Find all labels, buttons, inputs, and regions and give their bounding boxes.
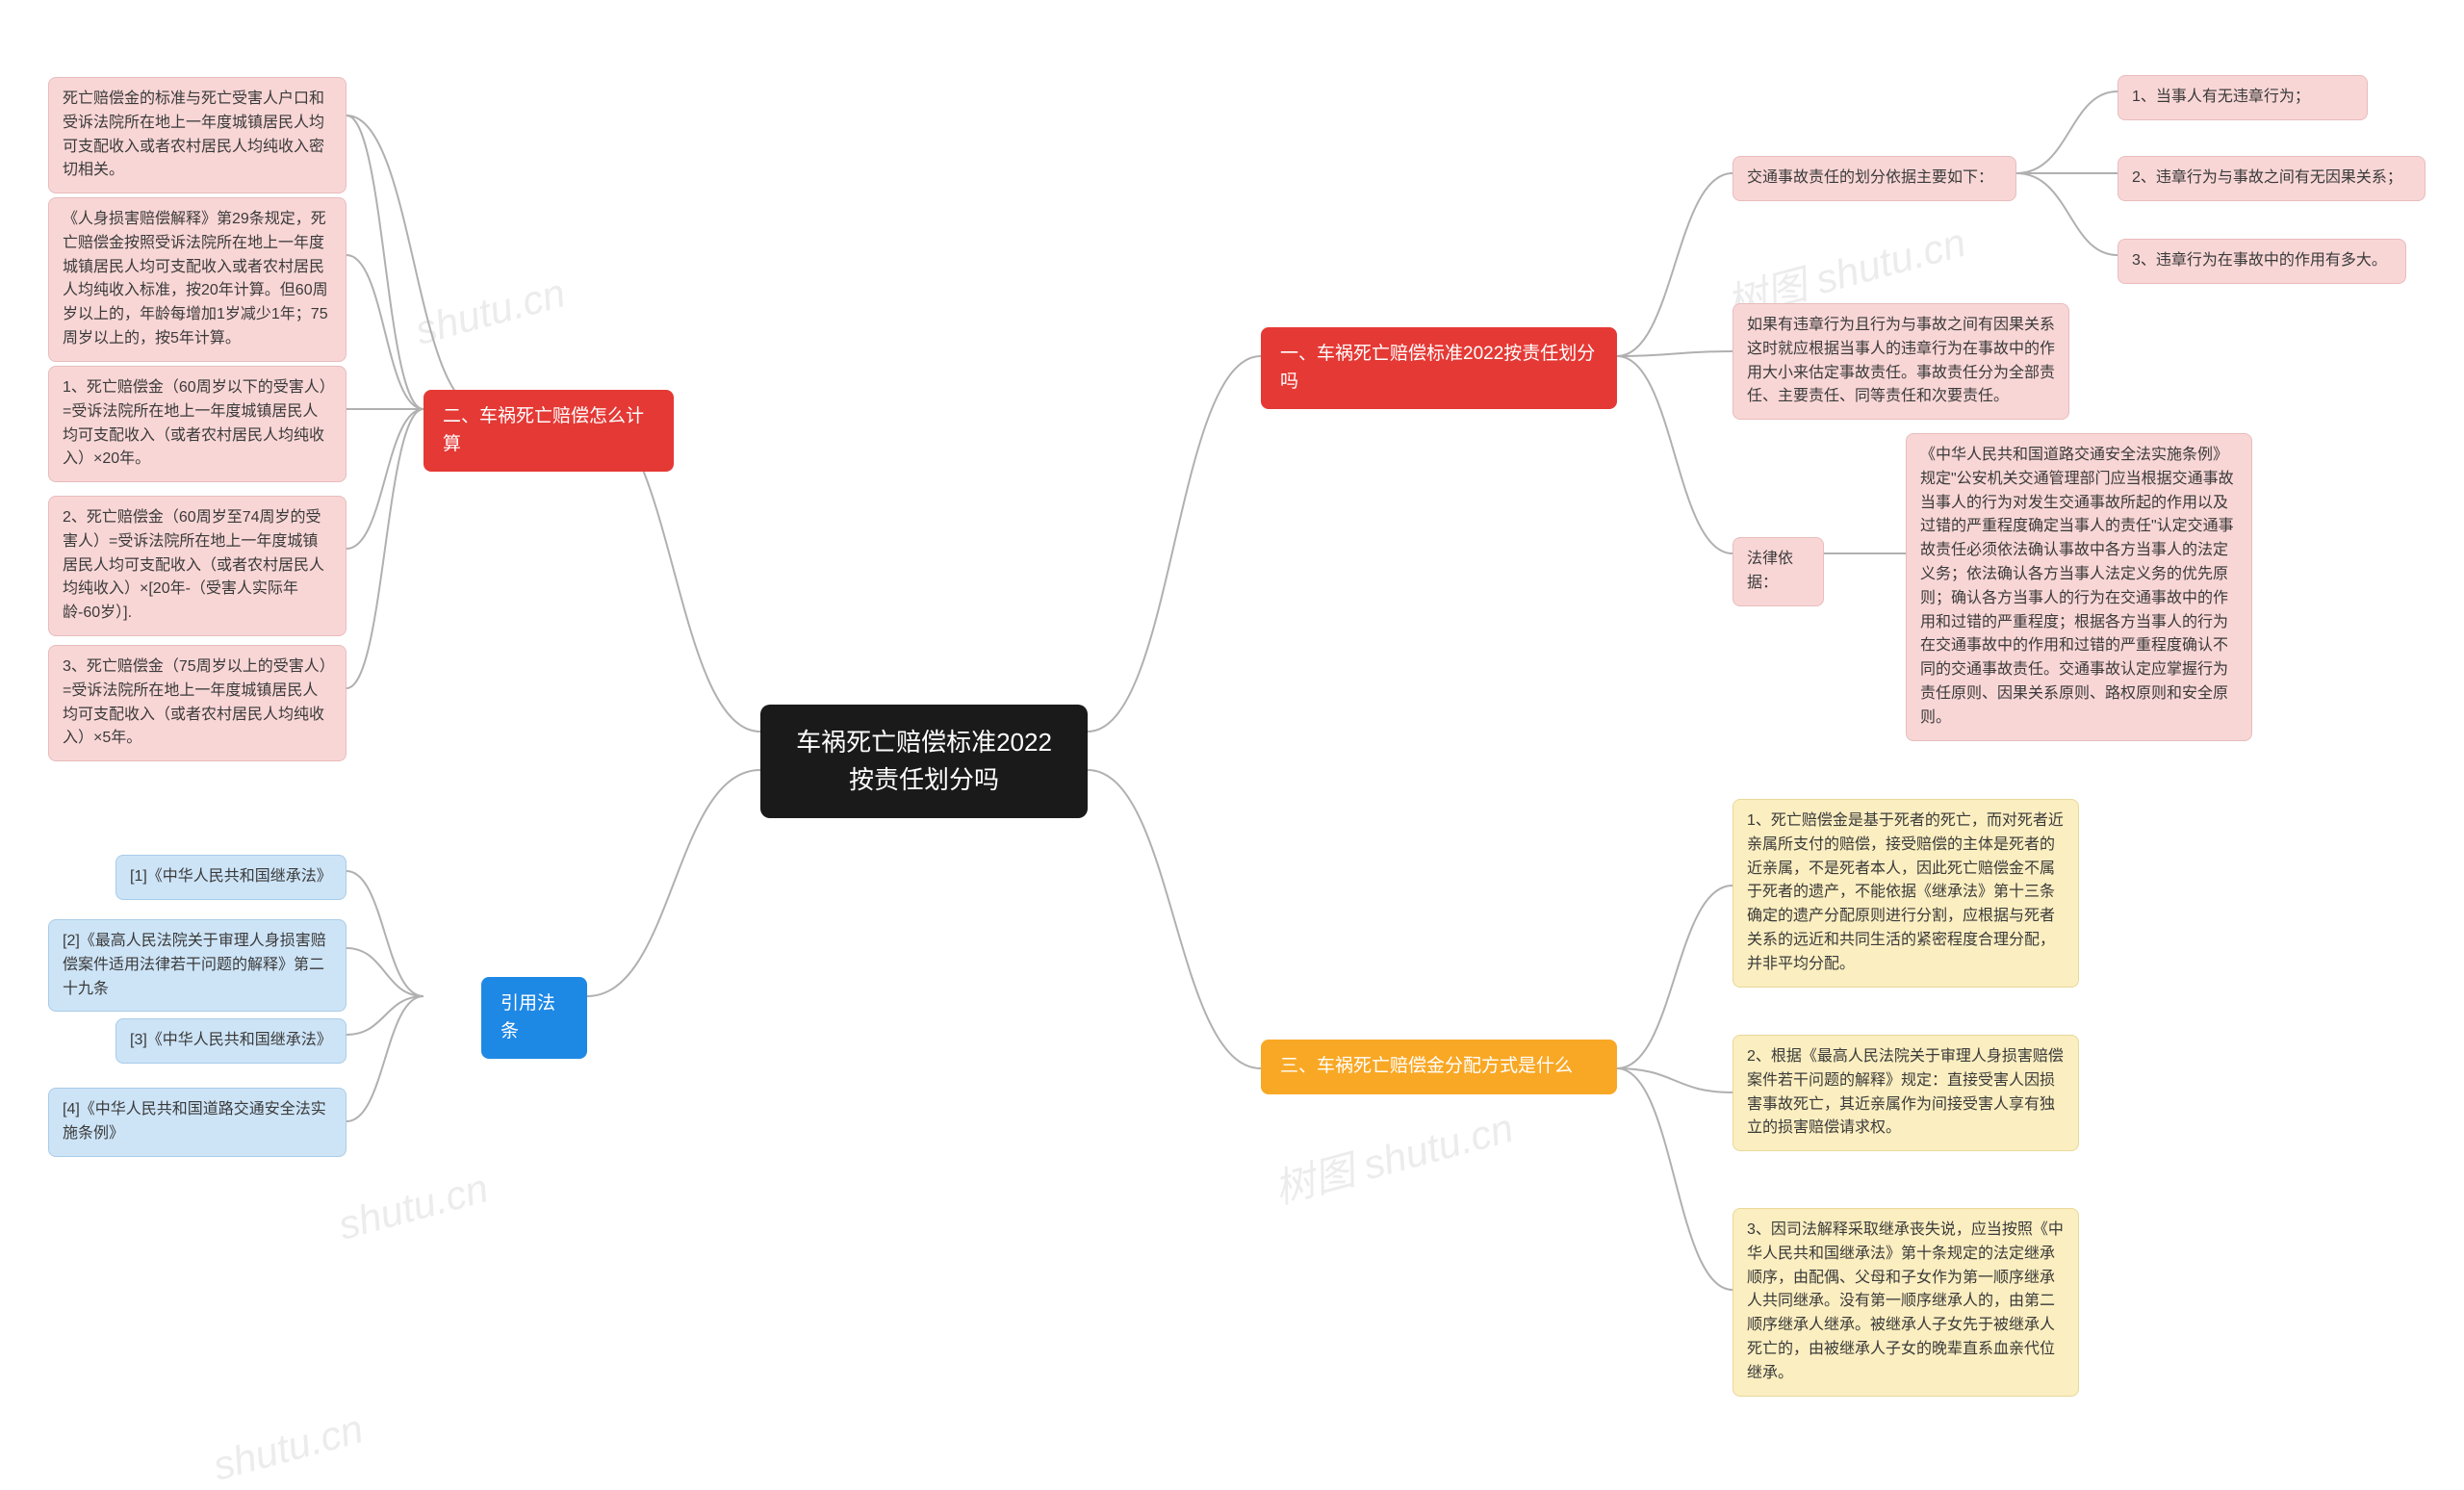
branch-4-child-4: [4]《中华人民共和国道路交通安全法实施条例》 [48,1088,346,1157]
watermark: shutu.cn [333,1165,493,1248]
branch-3: 三、车祸死亡赔偿金分配方式是什么 [1261,1040,1617,1094]
branch-3-child-3: 3、因司法解释采取继承丧失说，应当按照《中华人民共和国继承法》第十条规定的法定继… [1732,1208,2079,1397]
branch-2-child-2: 《人身损害赔偿解释》第29条规定，死亡赔偿金按照受诉法院所在地上一年度城镇居民人… [48,197,346,362]
branch-1-child-3-a: 《中华人民共和国道路交通安全法实施条例》规定"公安机关交通管理部门应当根据交通事… [1906,433,2252,741]
branch-4-child-3: [3]《中华人民共和国继承法》 [116,1018,346,1064]
branch-4-child-1: [1]《中华人民共和国继承法》 [116,855,346,900]
branch-2: 二、车祸死亡赔偿怎么计算 [424,390,674,472]
branch-3-child-2: 2、根据《最高人民法院关于审理人身损害赔偿案件若干问题的解释》规定：直接受害人因… [1732,1035,2079,1151]
center-node: 车祸死亡赔偿标准2022按责任划分吗 [760,705,1088,818]
branch-2-child-1: 死亡赔偿金的标准与死亡受害人户口和受诉法院所在地上一年度城镇居民人均可支配收入或… [48,77,346,193]
branch-1: 一、车祸死亡赔偿标准2022按责任划分吗 [1261,327,1617,409]
branch-2-child-3: 1、死亡赔偿金（60周岁以下的受害人）=受诉法院所在地上一年度城镇居民人均可支配… [48,366,346,482]
branch-1-child-2: 如果有违章行为且行为与事故之间有因果关系这时就应根据当事人的违章行为在事故中的作… [1732,303,2069,420]
branch-1-child-1-c: 3、违章行为在事故中的作用有多大。 [2118,239,2406,284]
branch-4-child-2: [2]《最高人民法院关于审理人身损害赔偿案件适用法律若干问题的解释》第二十九条 [48,919,346,1012]
branch-1-child-3: 法律依据： [1732,537,1824,606]
branch-2-child-4: 2、死亡赔偿金（60周岁至74周岁的受害人）=受诉法院所在地上一年度城镇居民人均… [48,496,346,636]
branch-4: 引用法条 [481,977,587,1059]
watermark: 树图 shutu.cn [1267,1095,1519,1216]
branch-1-child-1: 交通事故责任的划分依据主要如下： [1732,156,2016,201]
branch-1-child-1-a: 1、当事人有无违章行为； [2118,75,2368,120]
branch-3-child-1: 1、死亡赔偿金是基于死者的死亡，而对死者近亲属所支付的赔偿，接受赔偿的主体是死者… [1732,799,2079,988]
branch-2-child-5: 3、死亡赔偿金（75周岁以上的受害人）=受诉法院所在地上一年度城镇居民人均可支配… [48,645,346,761]
branch-1-child-1-b: 2、违章行为与事故之间有无因果关系； [2118,156,2426,201]
watermark: shutu.cn [208,1405,368,1489]
watermark: shutu.cn [410,270,570,353]
